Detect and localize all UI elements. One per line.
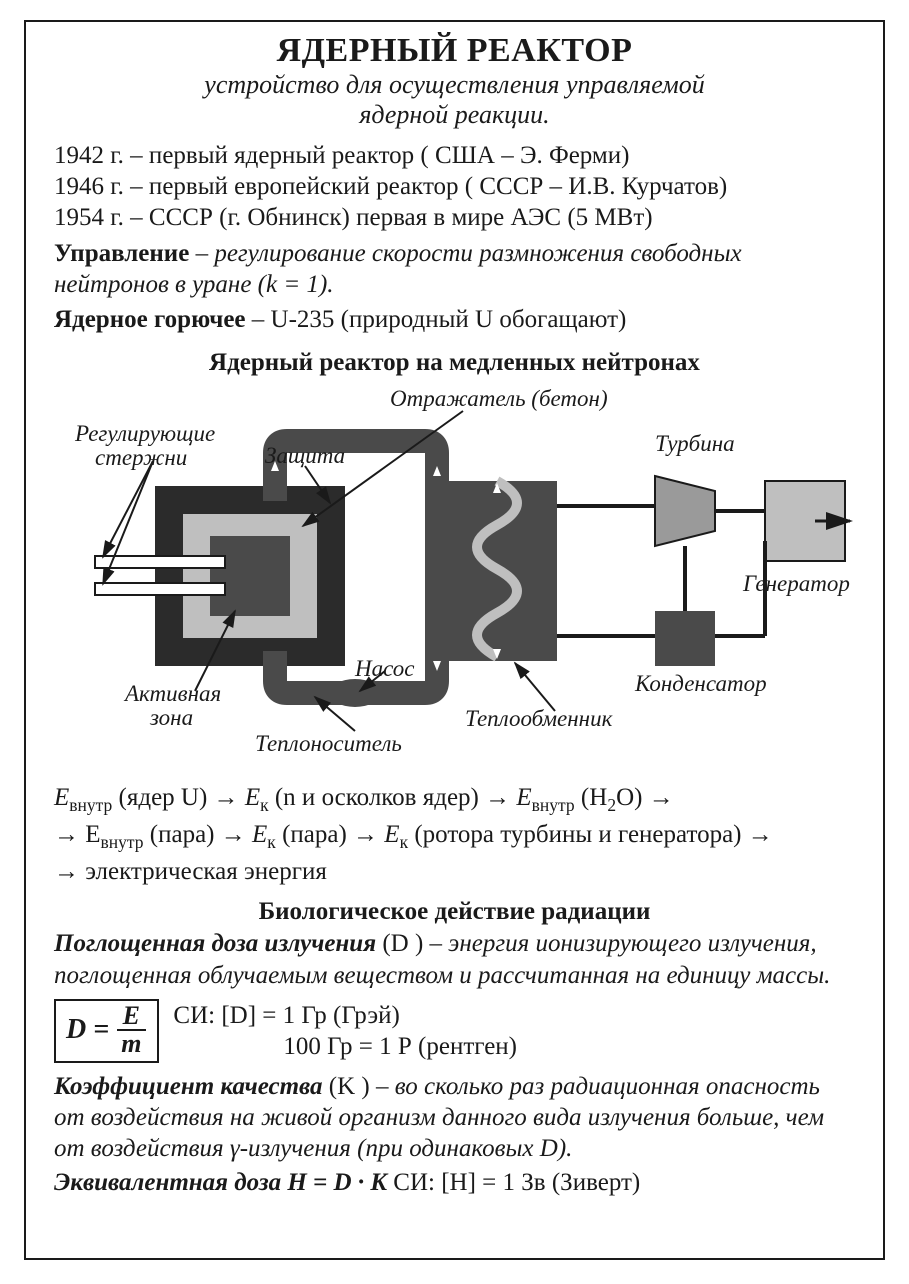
- reactor-diagram: Регулирующие стержни Защита Отражатель (…: [55, 381, 855, 771]
- denominator: m: [115, 1031, 147, 1057]
- sub: внутр: [69, 795, 112, 815]
- label-pump: Насос: [354, 656, 414, 681]
- content-frame: ЯДЕРНЫЙ РЕАКТОР устройство для осуществл…: [24, 20, 885, 1260]
- absorbed-dose: Поглощенная доза излучения (D ) – энерги…: [54, 928, 855, 991]
- text: (пара) →: [144, 821, 252, 848]
- chain-line-3: → электрическая энергия: [54, 855, 855, 889]
- term-absorbed: Поглощенная доза излучения: [54, 930, 376, 957]
- chain-line-1: Eвнутр (ядер U) → Eк (n и осколков ядер)…: [54, 781, 855, 818]
- pump: [329, 679, 381, 707]
- text: (пара) →: [276, 821, 384, 848]
- diagram-title: Ядерный реактор на медленных нейтронах: [54, 349, 855, 377]
- definition-fuel: Ядерное горючее – U-235 (природный U обо…: [54, 304, 855, 335]
- text: → E: [54, 821, 101, 848]
- sym-E: E: [516, 784, 531, 811]
- definitions: Управление – регулирование скорости разм…: [54, 238, 855, 336]
- formula-row: D = E m СИ: [D] = 1 Гр (Грэй) 100 Гр = 1…: [54, 999, 855, 1063]
- sym-E: E: [252, 821, 267, 848]
- desc-fuel: – U-235 (природный U обогащают): [246, 306, 627, 333]
- bio-section: Поглощенная доза излучения (D ) – энерги…: [54, 928, 855, 1198]
- timeline-1954: 1954 г. – СССР (г. Обнинск) первая в мир…: [54, 202, 855, 233]
- page-title: ЯДЕРНЫЙ РЕАКТОР: [54, 32, 855, 70]
- sym-E: E: [245, 784, 260, 811]
- term-fuel: Ядерное горючее: [54, 306, 246, 333]
- bio-title: Биологическое действие радиации: [54, 898, 855, 926]
- label-generator: Генератор: [742, 571, 850, 596]
- subtitle-line-2: ядерной реакции.: [359, 100, 549, 129]
- term-equiv: Эквивалентная доза: [54, 1169, 287, 1196]
- sub: к: [400, 832, 409, 852]
- label-core: Активная зона: [123, 681, 227, 730]
- label-reflector: Отражатель (бетон): [390, 386, 608, 411]
- formula-lhs: D =: [66, 1016, 109, 1044]
- definition-control: Управление – регулирование скорости разм…: [54, 238, 855, 301]
- pointer-line: [103, 461, 153, 557]
- sym-absorbed: (D ) –: [376, 930, 448, 957]
- label-control-rods: Регулирующие стержни: [74, 421, 221, 470]
- fraction: E m: [115, 1003, 147, 1057]
- text: (ротора турбины и генератора) →: [408, 821, 773, 848]
- units-l2: 100 Гр = 1 Р (рентген): [173, 1031, 517, 1062]
- sub: 2: [607, 795, 616, 815]
- text: (H: [575, 784, 608, 811]
- sub: внутр: [532, 795, 575, 815]
- chain-line-2: → Eвнутр (пара) → Eк (пара) → Eк (ротора…: [54, 818, 855, 855]
- numerator: E: [117, 1003, 146, 1031]
- control-rod-2: [95, 583, 225, 595]
- quality-factor: Коэффициент качества (K ) – во сколько р…: [54, 1071, 855, 1165]
- sub: к: [267, 832, 276, 852]
- sym-quality: (K ) –: [323, 1073, 395, 1100]
- formula-D: D = E m: [54, 999, 159, 1063]
- label-turbine: Турбина: [655, 431, 735, 456]
- units-l1: СИ: [D] = 1 Гр (Грэй): [173, 1000, 517, 1031]
- sym-E: E: [384, 821, 399, 848]
- label-shield: Защита: [265, 443, 345, 468]
- timeline-1946: 1946 г. – первый европейский реактор ( С…: [54, 171, 855, 202]
- label-condenser: Конденсатор: [634, 671, 767, 696]
- sub: внутр: [101, 832, 144, 852]
- units-H: СИ: [H] = 1 Зв (Зиверт): [387, 1169, 640, 1196]
- text: (n и осколков ядер) →: [269, 784, 517, 811]
- core-block: [210, 536, 290, 616]
- equivalent-dose: Эквивалентная доза H = D · K СИ: [H] = 1…: [54, 1167, 855, 1198]
- timeline-1942: 1942 г. – первый ядерный реактор ( США –…: [54, 140, 855, 171]
- pointer-line: [515, 663, 555, 711]
- subtitle-line-1: устройство для осуществления управляемой: [204, 70, 704, 99]
- text: (ядер U) →: [112, 784, 245, 811]
- label-coolant: Теплоноситель: [255, 731, 402, 756]
- turbine: [655, 476, 715, 546]
- formula-H: H = D · K: [287, 1169, 387, 1196]
- sym-E: E: [54, 784, 69, 811]
- text: O) →: [616, 784, 674, 811]
- units-D: СИ: [D] = 1 Гр (Грэй) 100 Гр = 1 Р (рент…: [173, 1000, 517, 1063]
- label-heat-exchanger: Теплообменник: [465, 706, 613, 731]
- condenser: [655, 611, 715, 666]
- page: ЯДЕРНЫЙ РЕАКТОР устройство для осуществл…: [0, 0, 909, 1284]
- timeline: 1942 г. – первый ядерный реактор ( США –…: [54, 140, 855, 234]
- term-quality: Коэффициент качества: [54, 1073, 323, 1100]
- sub: к: [260, 795, 269, 815]
- subtitle: устройство для осуществления управляемой…: [54, 70, 855, 130]
- term-control: Управление: [54, 240, 189, 267]
- energy-chain: Eвнутр (ядер U) → Eк (n и осколков ядер)…: [54, 781, 855, 888]
